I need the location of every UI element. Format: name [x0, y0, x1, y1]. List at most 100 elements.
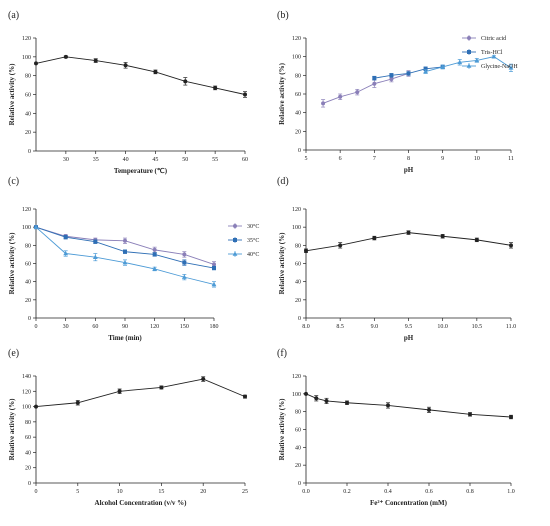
y-tick-label: 120 — [292, 374, 301, 380]
data-point — [182, 260, 187, 265]
legend-swatch-marker — [233, 224, 237, 228]
x-tick-label: 180 — [210, 324, 219, 330]
data-point — [355, 90, 360, 95]
y-tick-label: 80 — [295, 410, 301, 416]
legend-entry: 40°C — [247, 251, 259, 258]
x-tick-label: 0.4 — [384, 489, 392, 495]
data-point — [474, 57, 480, 63]
data-point — [243, 394, 247, 399]
x-tick-label: 25 — [242, 489, 248, 495]
panel-label-c: (c) — [8, 176, 19, 187]
y-tick-label: 40 — [295, 280, 301, 286]
data-point — [372, 76, 377, 81]
data-point — [75, 400, 80, 405]
data-point — [389, 73, 394, 78]
y-tick-label: 40 — [25, 280, 31, 286]
y-tick-label: 80 — [295, 243, 301, 249]
data-point — [474, 237, 479, 242]
data-point — [92, 254, 98, 259]
x-axis-label-d: pH — [404, 334, 414, 342]
x-tick-label: 1.0 — [507, 489, 515, 495]
series-c-2 — [33, 224, 217, 288]
series-b-1 — [372, 64, 445, 81]
data-point — [211, 281, 217, 287]
series-b-2 — [423, 54, 514, 74]
y-axis-label-e: Relative activity (%) — [8, 398, 16, 460]
y-tick-label: 60 — [295, 92, 301, 98]
data-point — [338, 243, 343, 248]
x-tick-label: 0.0 — [302, 489, 310, 495]
data-point — [122, 259, 128, 265]
legend-entry: Citric acid — [481, 36, 506, 42]
data-point — [34, 404, 38, 409]
data-point — [386, 403, 390, 408]
data-point — [152, 247, 157, 252]
x-tick-label: 30 — [63, 324, 69, 330]
data-point — [324, 398, 329, 403]
panel-label-a: (a) — [8, 10, 19, 21]
x-tick-label: 10.0 — [437, 324, 448, 330]
x-tick-label: 9 — [441, 156, 444, 162]
data-point — [345, 400, 349, 405]
y-tick-label: 120 — [292, 207, 301, 213]
series-line — [35, 226, 215, 265]
y-tick-label: 120 — [22, 36, 31, 42]
y-tick-label: 120 — [292, 36, 301, 42]
legend-entry: 35°C — [247, 237, 259, 244]
chart-d: (d) 0 20 40 60 80 100 120 8.0 8.5 9.0 9.5 10.0 10.5 11… — [277, 176, 516, 342]
x-axis-label-e: Alcohol Concentration (v/v %) — [95, 499, 188, 507]
chart-f: (f) 0 20 40 60 80 100 120 0.0 0.2 0.4 0.6 0.8 1.0 Fe²⁺… — [277, 348, 515, 507]
data-point — [423, 66, 428, 71]
y-tick-label: 0 — [28, 481, 31, 487]
y-axis-label-b: Relative activity (%) — [278, 62, 286, 124]
data-point — [183, 79, 188, 84]
x-tick-label: 5 — [76, 489, 79, 495]
legend-swatch-marker — [466, 63, 472, 68]
data-point — [491, 54, 497, 59]
y-tick-label: 40 — [295, 111, 301, 117]
data-point — [123, 238, 127, 243]
x-tick-label: 0 — [35, 489, 38, 495]
data-point — [389, 77, 394, 82]
data-point — [152, 266, 158, 271]
series-a-0 — [34, 54, 247, 98]
y-tick-label: 0 — [28, 149, 31, 155]
legend-entry: Tris-HCl — [481, 50, 503, 56]
data-point — [468, 412, 472, 417]
x-axis-label-f: Fe²⁺ Concentration (mM) — [370, 499, 448, 507]
y-tick-label: 20 — [295, 298, 301, 304]
data-point — [304, 391, 308, 396]
y-tick-label: 100 — [22, 225, 31, 231]
data-point — [338, 94, 343, 99]
y-tick-label: 140 — [22, 374, 31, 380]
legend-swatch-marker — [233, 238, 237, 242]
x-tick-label: 60 — [92, 324, 98, 330]
data-point — [213, 85, 218, 90]
x-tick-label: 35 — [93, 157, 99, 163]
x-tick-label: 9.0 — [371, 324, 379, 330]
y-tick-label: 60 — [25, 435, 31, 441]
x-tick-label: 8 — [407, 156, 410, 162]
x-tick-label: 8.0 — [302, 324, 310, 330]
x-tick-label: 50 — [182, 157, 188, 163]
y-tick-label: 100 — [292, 55, 301, 61]
x-tick-label: 0 — [35, 324, 38, 330]
legend-entry: 30°C — [247, 223, 259, 230]
x-tick-label: 40 — [123, 157, 129, 163]
y-tick-label: 80 — [295, 73, 301, 79]
series-line — [305, 393, 512, 418]
chart-a: (a) 0 20 40 60 80 100 120 30 35 40 45 50 55 60 Temperat… — [8, 10, 248, 175]
data-point — [372, 236, 377, 241]
data-point — [440, 64, 446, 69]
x-tick-label: 11.0 — [506, 324, 516, 330]
data-point — [372, 81, 377, 86]
data-point — [427, 407, 431, 412]
x-tick-label: 7 — [373, 156, 376, 162]
y-tick-label: 100 — [22, 55, 31, 61]
y-tick-label: 0 — [298, 481, 301, 487]
data-point — [440, 234, 445, 239]
x-tick-label: 20 — [200, 489, 206, 495]
x-tick-label: 90 — [122, 324, 128, 330]
y-tick-label: 120 — [22, 389, 31, 395]
